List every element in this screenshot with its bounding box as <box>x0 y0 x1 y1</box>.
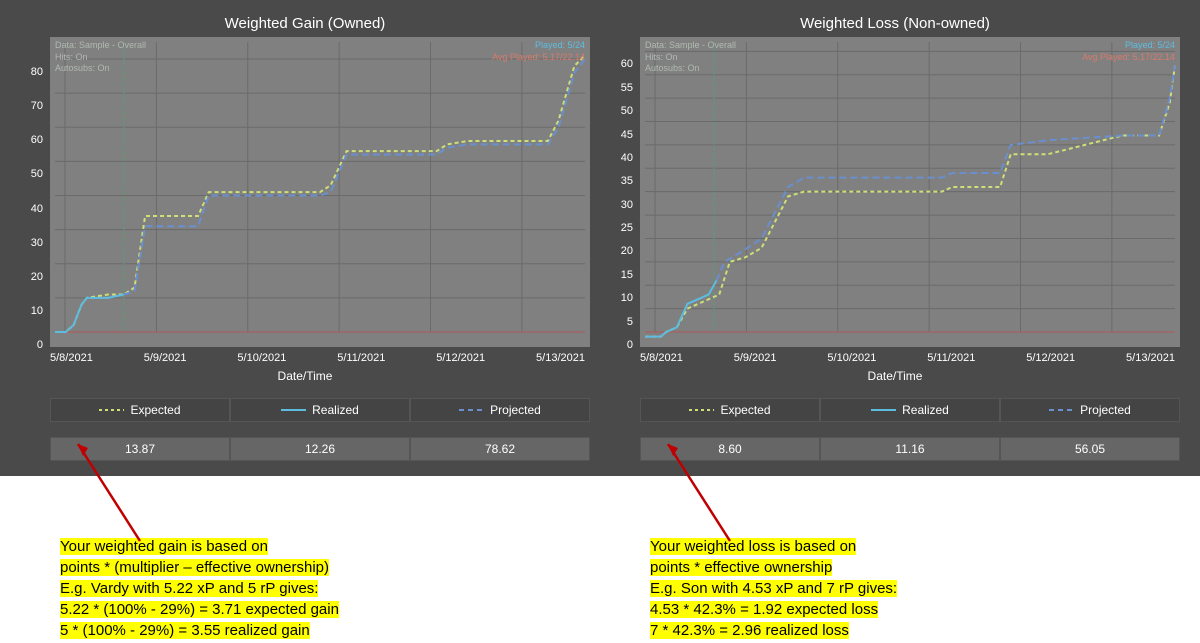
chart-area-right: Data: Sample - Overall Hits: On Autosubs… <box>640 37 1180 347</box>
anno-text-left: Your weighted gain is based onpoints * (… <box>20 536 339 641</box>
anno-left: Your weighted gain is based onpoints * (… <box>20 476 590 641</box>
chart-info-left-r: Data: Sample - Overall Hits: On Autosubs… <box>645 40 736 75</box>
legend-row-left: Expected Realized Projected <box>50 398 590 422</box>
value-projected-left: 78.62 <box>410 437 590 461</box>
chart-info-left: Data: Sample - Overall Hits: On Autosubs… <box>55 40 146 75</box>
annotations: Your weighted gain is based onpoints * (… <box>0 476 1200 641</box>
value-realized-left: 12.26 <box>230 437 410 461</box>
anno-right: Your weighted loss is based onpoints * e… <box>610 476 1180 641</box>
legend-expected-r: Expected <box>640 398 820 422</box>
panel-weighted-loss: Weighted Loss (Non-owned) Now 0510152025… <box>610 15 1180 461</box>
values-row-right: 8.60 11.16 56.05 <box>640 437 1180 461</box>
legend-row-right: Expected Realized Projected <box>640 398 1180 422</box>
value-realized-right: 11.16 <box>820 437 1000 461</box>
chart-info-right-r: Played: 5/24 Avg Played: 5.17/22.14 <box>1082 40 1175 63</box>
value-expected-left: 13.87 <box>50 437 230 461</box>
x-axis-left: 5/8/20215/9/20215/10/20215/11/20215/12/2… <box>20 347 590 364</box>
y-axis-right: 051015202530354045505560 <box>610 50 638 360</box>
chart-title-right: Weighted Loss (Non-owned) <box>610 15 1180 32</box>
dashboard: Weighted Gain (Owned) Now 01020304050607… <box>0 0 1200 476</box>
x-axis-label-left: Date/Time <box>20 369 590 383</box>
x-axis-right: 5/8/20215/9/20215/10/20215/11/20215/12/2… <box>610 347 1180 364</box>
panel-weighted-gain: Weighted Gain (Owned) Now 01020304050607… <box>20 15 590 461</box>
chart-area-left: Data: Sample - Overall Hits: On Autosubs… <box>50 37 590 347</box>
legend-projected-r: Projected <box>1000 398 1180 422</box>
legend-expected: Expected <box>50 398 230 422</box>
x-axis-label-right: Date/Time <box>610 369 1180 383</box>
legend-projected: Projected <box>410 398 590 422</box>
chart-title-left: Weighted Gain (Owned) <box>20 15 590 32</box>
anno-text-right: Your weighted loss is based onpoints * e… <box>610 536 897 641</box>
legend-realized: Realized <box>230 398 410 422</box>
values-row-left: 13.87 12.26 78.62 <box>50 437 590 461</box>
legend-realized-r: Realized <box>820 398 1000 422</box>
y-axis-left: 01020304050607080 <box>20 50 48 360</box>
chart-info-right: Played: 5/24 Avg Played: 5.17/22.14 <box>492 40 585 63</box>
value-expected-right: 8.60 <box>640 437 820 461</box>
value-projected-right: 56.05 <box>1000 437 1180 461</box>
